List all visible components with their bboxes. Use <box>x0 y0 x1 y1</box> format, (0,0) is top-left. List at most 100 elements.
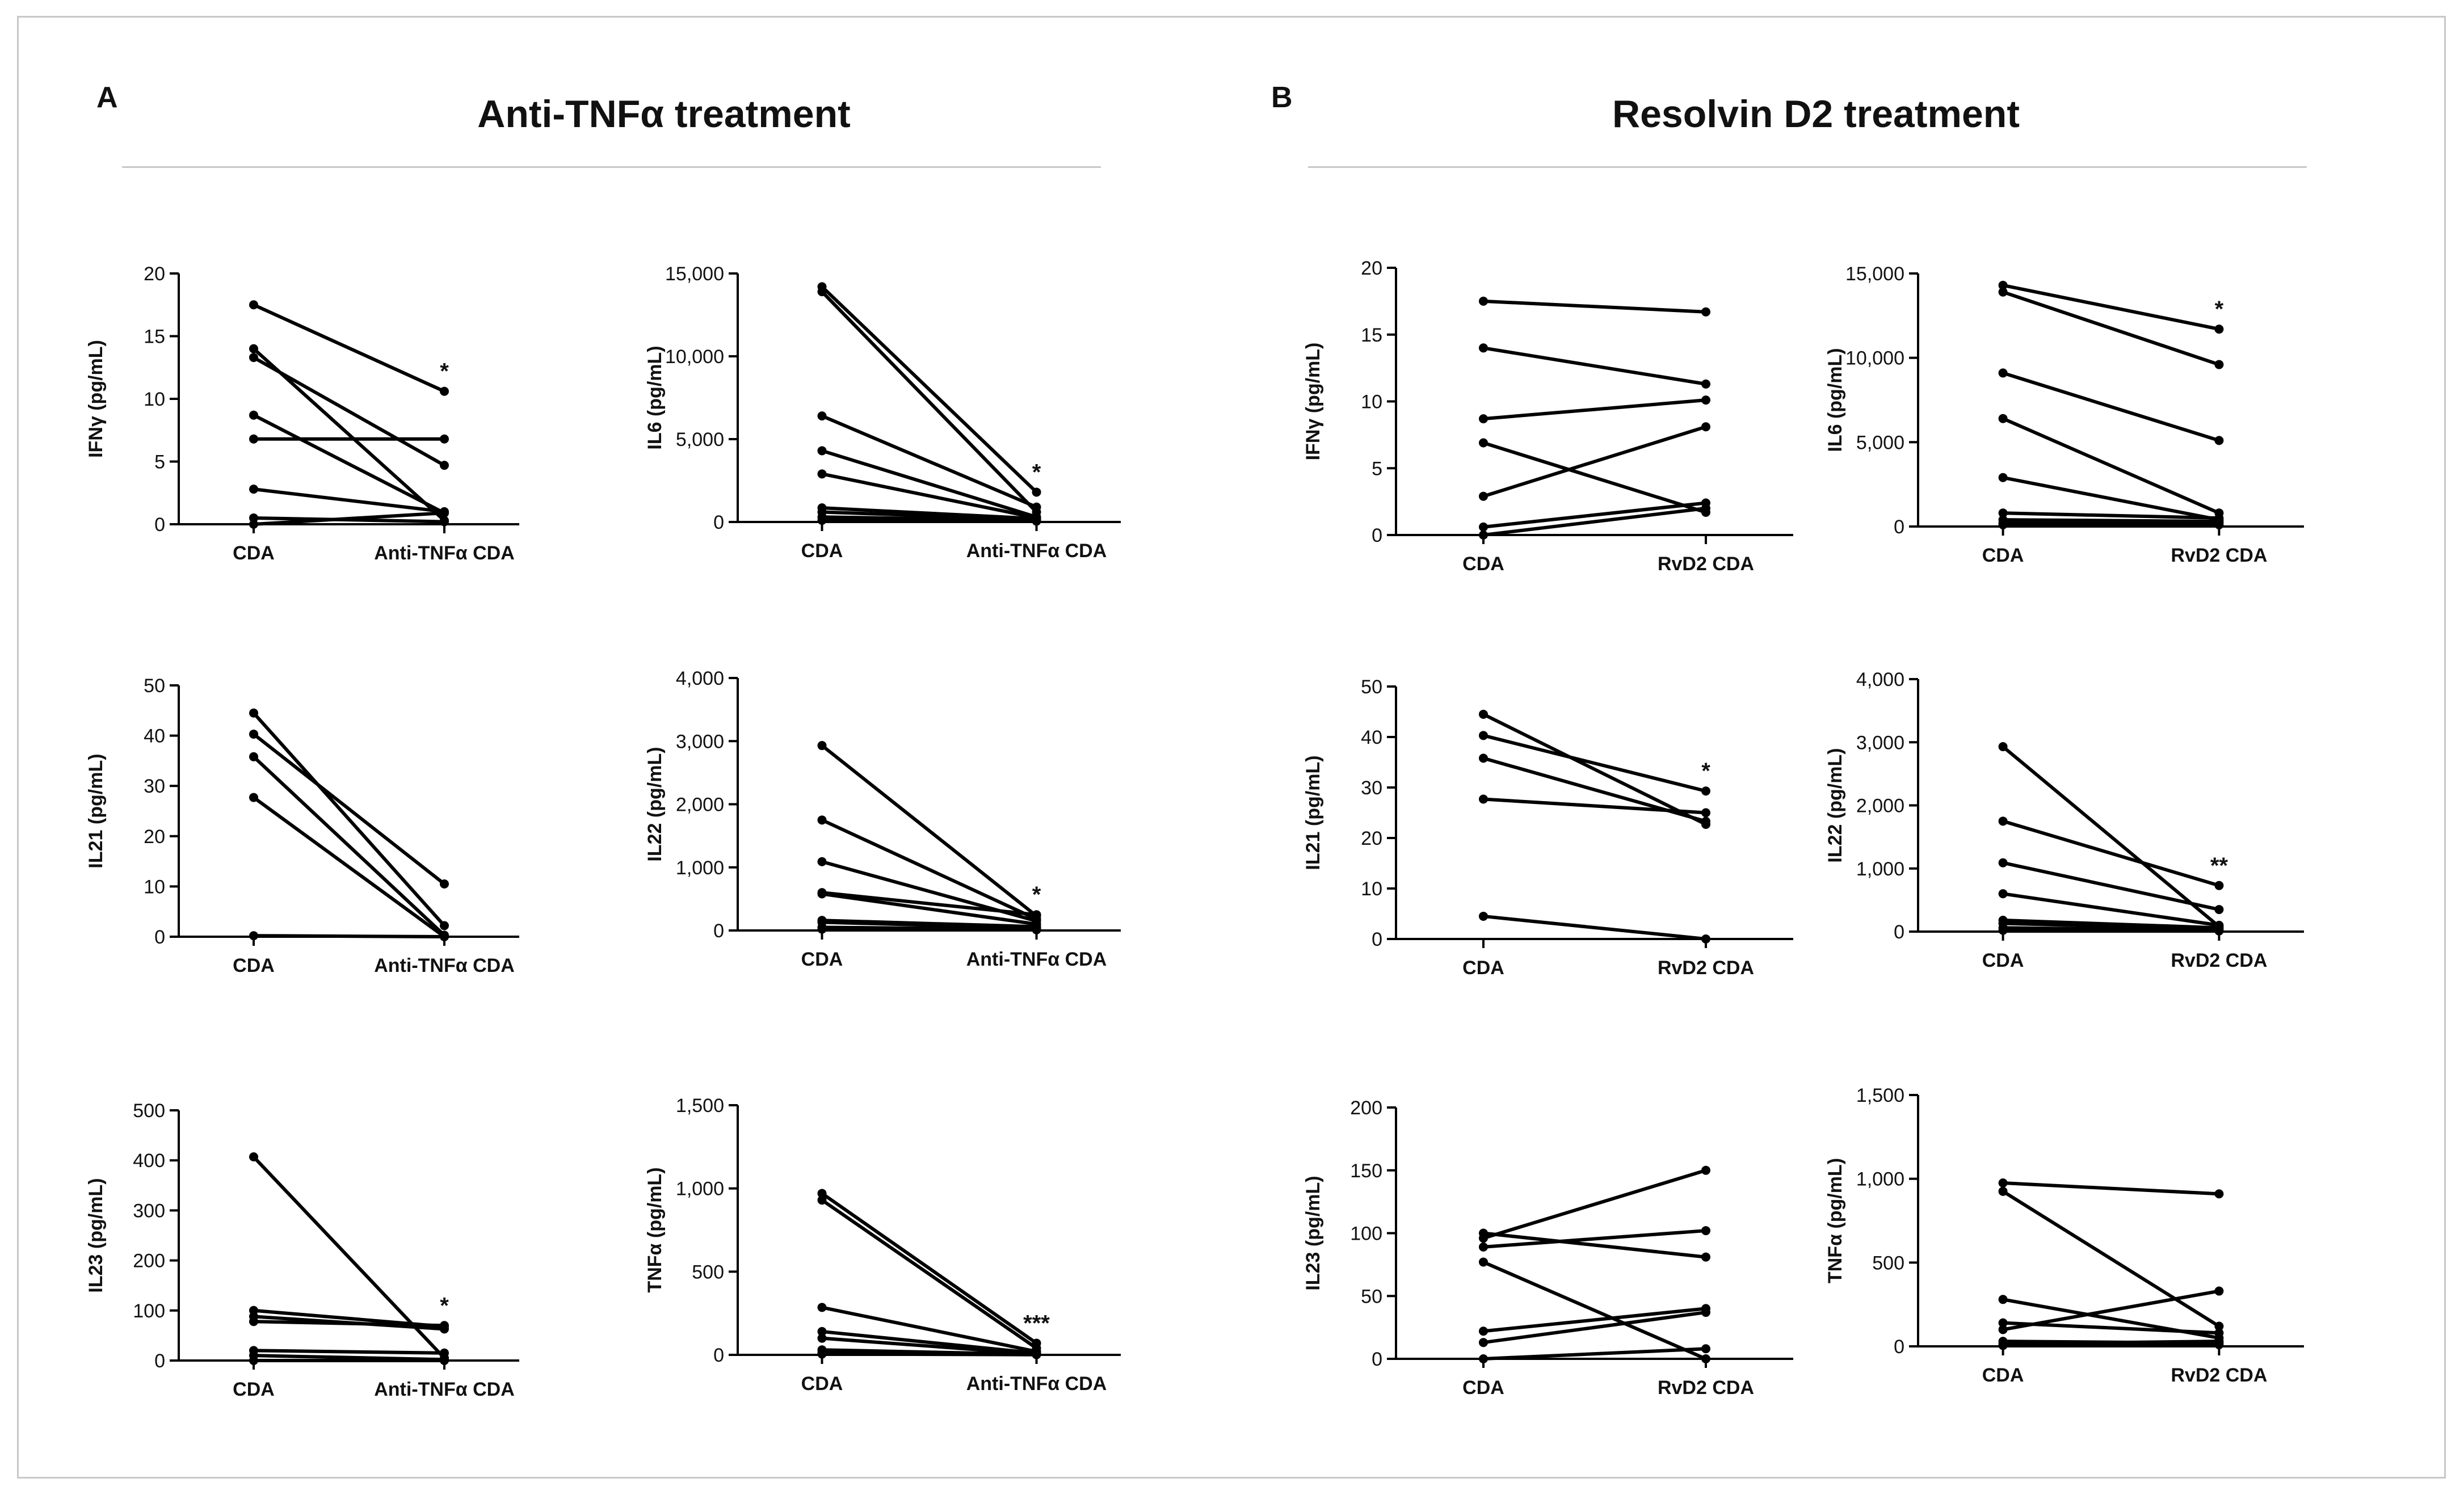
series-line <box>821 290 1038 513</box>
x-tick-label: CDA <box>233 1379 275 1400</box>
data-point <box>1998 287 2008 297</box>
y-tick-label: 20 <box>1361 258 1382 279</box>
series-line <box>822 892 1037 926</box>
series-line <box>253 487 445 513</box>
data-point <box>2214 1340 2224 1350</box>
y-tick-label: 40 <box>144 726 165 747</box>
y-axis-label: TNFα (pg/mL) <box>644 1167 666 1292</box>
data-point <box>1998 520 2008 530</box>
data-point <box>1701 307 1710 317</box>
series-line <box>1483 441 1706 514</box>
data-point <box>440 879 449 888</box>
y-tick-label: 10 <box>1361 391 1382 413</box>
chart-A-TNFa: 0 500 1,000 1,500 CDA Anti-TNFα CDA TNFα (pg/m… <box>644 1095 1121 1395</box>
y-tick-label: 400 <box>133 1150 165 1172</box>
y-tick-label: 15,000 <box>1845 263 1904 285</box>
data-point <box>1701 395 1710 405</box>
data-point <box>1479 522 1488 532</box>
y-axis-label: IL22 (pg/mL) <box>1824 748 1846 862</box>
data-point <box>817 1195 827 1205</box>
series-line <box>822 920 1037 930</box>
y-axis-label: IL21 (pg/mL) <box>85 753 107 868</box>
series-line <box>1483 1311 1706 1345</box>
x-tick-label: Anti-TNFα CDA <box>966 949 1107 970</box>
data-point <box>1998 1186 2008 1196</box>
y-tick-label: 0 <box>154 514 165 536</box>
data-point <box>2214 325 2224 334</box>
data-point <box>817 1326 827 1336</box>
significance-marker: ** <box>2210 853 2228 878</box>
chart-B-TNFa: 0 500 1,000 1,500 CDA RvD2 CDA TNFα (pg/mL) <box>1824 1085 2304 1386</box>
data-point <box>249 434 258 444</box>
data-point <box>1479 414 1488 424</box>
data-point <box>249 410 258 420</box>
data-point <box>1998 742 2008 752</box>
data-point <box>249 353 258 363</box>
data-point <box>817 1189 827 1198</box>
chart-B-IL21: 0 10 20 30 40 50 CDA RvD2 CDA IL21 (pg/mL) * <box>1302 676 1793 979</box>
y-tick-label: 40 <box>1361 727 1382 748</box>
y-tick-label: 500 <box>133 1100 165 1122</box>
y-tick-label: 30 <box>144 776 165 797</box>
series-line <box>2003 921 2219 931</box>
y-tick-label: 0 <box>1894 1336 1904 1358</box>
y-tick-label: 30 <box>1361 777 1382 799</box>
data-point <box>249 485 258 494</box>
significance-marker: * <box>1701 759 1710 784</box>
y-axis-label: IL23 (pg/mL) <box>1302 1176 1324 1290</box>
data-point <box>1701 1354 1710 1363</box>
data-point <box>1998 508 2008 518</box>
data-point <box>1479 709 1488 719</box>
x-tick-label: RvD2 CDA <box>2171 545 2267 566</box>
x-tick-label: Anti-TNFα CDA <box>374 955 515 976</box>
data-point <box>1479 1242 1488 1252</box>
data-point <box>1998 858 2008 867</box>
series-line <box>1483 914 1706 941</box>
data-point <box>1998 1295 2008 1304</box>
y-axis-label: IFNγ (pg/mL) <box>1302 343 1324 461</box>
significance-marker: * <box>2215 297 2224 322</box>
data-point <box>2214 881 2224 890</box>
y-tick-label: 0 <box>713 512 724 533</box>
data-point <box>249 1152 258 1162</box>
data-point <box>1479 343 1488 353</box>
y-tick-label: 1,000 <box>676 1178 724 1200</box>
y-tick-label: 300 <box>133 1200 165 1222</box>
y-tick-label: 10 <box>144 876 165 898</box>
data-point <box>249 513 258 523</box>
data-point <box>817 924 827 934</box>
x-tick-label: CDA <box>1982 950 2024 971</box>
data-point <box>440 461 449 470</box>
y-tick-label: 1,000 <box>1856 858 1904 880</box>
series-line <box>821 414 1037 509</box>
data-point <box>1701 808 1710 818</box>
series-line <box>253 303 445 393</box>
chart-B-IL22: 0 1,000 2,000 3,000 4,000 CDA RvD2 CDA IL22 (pg… <box>1824 669 2304 971</box>
x-tick-label: CDA <box>801 1373 843 1395</box>
series-line <box>253 796 445 938</box>
series-line <box>2003 892 2219 927</box>
panel-a-title: Anti-TNFα treatment <box>477 92 851 136</box>
y-tick-label: 0 <box>1894 516 1904 538</box>
series-line <box>1483 425 1706 498</box>
data-point <box>1998 816 2008 826</box>
panel-b-letter: B <box>1271 81 1293 114</box>
y-tick-label: 0 <box>1372 525 1382 546</box>
data-point <box>1998 280 2008 290</box>
data-point <box>249 1356 258 1365</box>
series-line <box>1483 1168 1706 1240</box>
data-point <box>1479 491 1488 501</box>
series-line <box>1483 797 1706 815</box>
panel-b-title: Resolvin D2 treatment <box>1612 92 2020 136</box>
y-tick-label: 100 <box>133 1300 165 1322</box>
y-tick-label: 0 <box>713 1345 724 1366</box>
series-line <box>1483 1307 1706 1333</box>
data-point <box>817 1303 827 1312</box>
series-line <box>2003 518 2219 524</box>
series-line <box>1483 734 1706 793</box>
chart-A-IL21: 0 10 20 30 40 50 CDA Anti-TNFα CDA IL21 (pg/mL) <box>85 675 519 976</box>
data-point <box>1998 473 2008 482</box>
data-point <box>249 1317 258 1326</box>
series-line <box>2003 1340 2219 1346</box>
